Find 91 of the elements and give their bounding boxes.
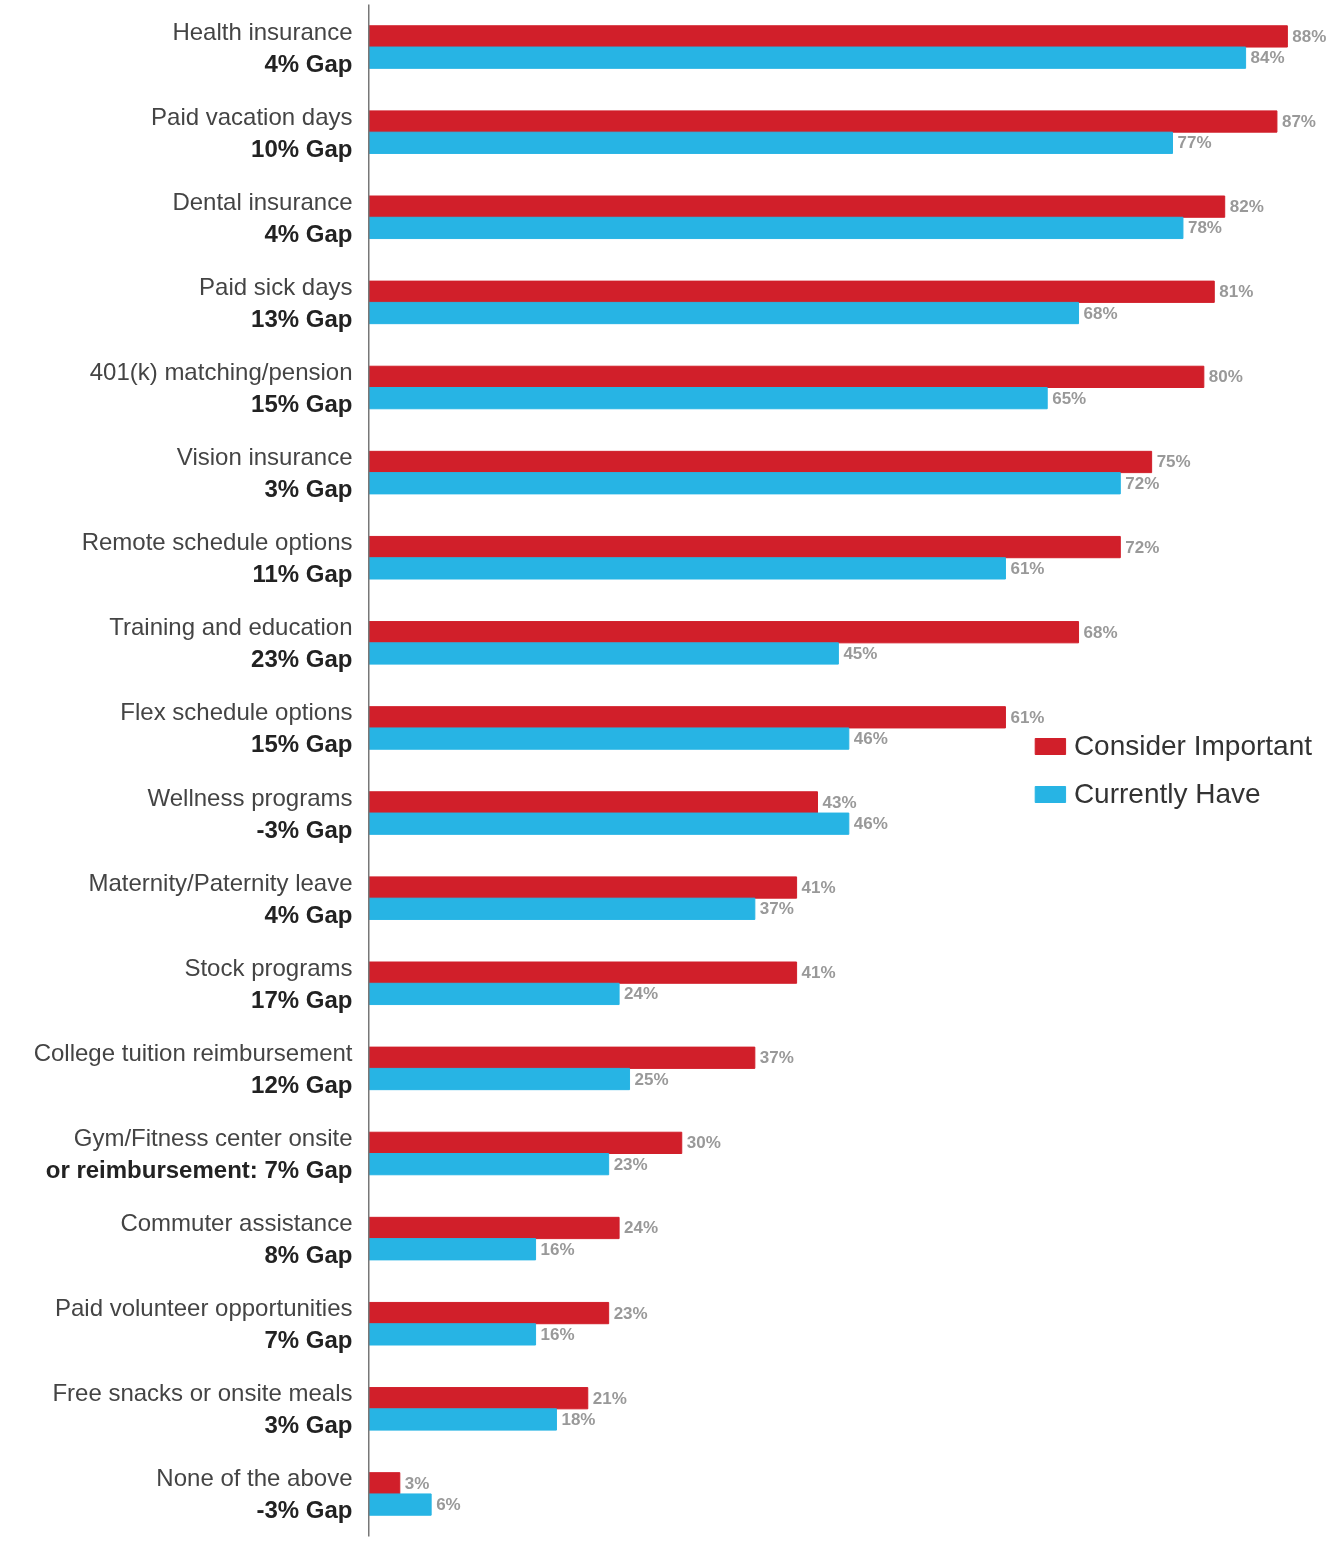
data-label: 24% bbox=[624, 1218, 659, 1238]
y-tick-label: Training and education 23% Gap bbox=[109, 613, 353, 673]
y-tick-label: Gym/Fitness center onsite or reimbursement: 7% Gap bbox=[45, 1124, 353, 1183]
bar bbox=[368, 621, 1080, 644]
bar bbox=[368, 812, 850, 835]
bar bbox=[368, 301, 1080, 325]
y-tick-label: Commuter assistance 8% Gap bbox=[120, 1209, 353, 1269]
y-tick-label: Health insurance 4% Gap bbox=[172, 17, 353, 77]
data-label: 46% bbox=[853, 729, 888, 749]
bar bbox=[368, 982, 620, 1006]
bar bbox=[368, 1153, 610, 1176]
y-tick-label: Free snacks or onsite meals 3% Gap bbox=[52, 1379, 353, 1439]
bar bbox=[368, 1238, 537, 1261]
bar bbox=[368, 450, 1153, 474]
data-label: 84% bbox=[1250, 48, 1285, 68]
data-label: 61% bbox=[1010, 558, 1045, 578]
bar bbox=[368, 1216, 620, 1240]
data-label: 41% bbox=[801, 878, 836, 898]
data-label: 80% bbox=[1208, 367, 1243, 387]
data-label: 43% bbox=[822, 792, 857, 812]
data-label: 68% bbox=[1083, 622, 1118, 642]
bar bbox=[368, 387, 1048, 410]
y-tick-label: Paid volunteer opportunities 7% Gap bbox=[54, 1294, 353, 1354]
data-label: 6% bbox=[436, 1495, 461, 1515]
data-label: 24% bbox=[624, 984, 659, 1004]
bar bbox=[368, 365, 1205, 388]
y-tick-label: Dental insurance 4% Gap bbox=[172, 187, 353, 247]
bar bbox=[368, 25, 1288, 48]
bar bbox=[368, 727, 850, 750]
y-tick-label: 401(k) matching/pension 15% Gap bbox=[89, 358, 353, 417]
data-label: 72% bbox=[1125, 537, 1160, 557]
data-label: 41% bbox=[801, 963, 836, 983]
data-label: 37% bbox=[759, 1048, 794, 1068]
data-label: 65% bbox=[1052, 388, 1087, 408]
bar bbox=[368, 1408, 557, 1431]
data-label: 25% bbox=[634, 1069, 669, 1089]
data-label: 61% bbox=[1010, 707, 1045, 727]
y-tick-label: Remote schedule options 11% Gap bbox=[81, 528, 353, 588]
data-label: 3% bbox=[404, 1473, 430, 1493]
legend-label: Currently Have bbox=[1073, 778, 1261, 810]
bar bbox=[368, 1387, 589, 1410]
bar bbox=[368, 1323, 537, 1346]
bar bbox=[368, 1131, 683, 1154]
bar bbox=[368, 46, 1247, 69]
bar bbox=[368, 472, 1121, 495]
data-label: 88% bbox=[1292, 26, 1327, 46]
y-tick-label: Stock programs 17% Gap bbox=[184, 953, 353, 1013]
bar bbox=[368, 110, 1278, 133]
data-label: 68% bbox=[1083, 303, 1118, 323]
data-label: 16% bbox=[540, 1324, 575, 1344]
data-label: 21% bbox=[592, 1388, 627, 1408]
bar bbox=[368, 642, 839, 665]
y-tick-label: Vision insurance 3% Gap bbox=[176, 443, 353, 503]
bar bbox=[368, 557, 1006, 580]
data-label: 75% bbox=[1156, 452, 1191, 472]
bar bbox=[368, 195, 1226, 218]
y-tick-label: Paid sick days 13% Gap bbox=[199, 272, 353, 332]
bar bbox=[368, 1301, 610, 1325]
bar bbox=[368, 706, 1006, 729]
bar bbox=[368, 216, 1184, 240]
y-tick-label: Paid vacation days 10% Gap bbox=[151, 102, 353, 162]
data-label: 87% bbox=[1281, 112, 1316, 132]
data-label: 46% bbox=[853, 814, 888, 834]
data-label: 23% bbox=[613, 1303, 648, 1323]
y-tick-label: Flex schedule options 15% Gap bbox=[120, 698, 353, 758]
data-label: 77% bbox=[1177, 133, 1212, 153]
bar bbox=[368, 961, 798, 984]
data-label: 45% bbox=[843, 643, 878, 663]
bar bbox=[368, 280, 1215, 303]
data-label: 23% bbox=[613, 1154, 648, 1174]
y-tick-label: Wellness programs -3% Gap bbox=[147, 783, 353, 843]
bar bbox=[368, 535, 1121, 559]
legend-label: Consider Important bbox=[1073, 730, 1312, 762]
bar bbox=[368, 1067, 631, 1091]
y-tick-label: None of the above -3% Gap bbox=[156, 1464, 353, 1524]
data-label: 18% bbox=[561, 1409, 596, 1429]
data-label: 72% bbox=[1125, 473, 1160, 493]
data-label: 37% bbox=[759, 899, 794, 919]
y-tick-label: Maternity/Paternity leave 4% Gap bbox=[88, 868, 353, 928]
bar bbox=[368, 791, 818, 814]
bar bbox=[368, 1493, 432, 1516]
data-label: 82% bbox=[1229, 197, 1264, 217]
data-label: 81% bbox=[1219, 282, 1254, 302]
data-label: 30% bbox=[686, 1133, 721, 1153]
bar bbox=[368, 131, 1174, 154]
bar bbox=[368, 876, 798, 899]
data-label: 16% bbox=[540, 1239, 575, 1259]
data-label: 78% bbox=[1187, 218, 1222, 238]
bar bbox=[368, 1046, 756, 1069]
y-tick-label: College tuition reimbursement 12% Gap bbox=[33, 1038, 353, 1098]
bar bbox=[368, 897, 756, 920]
